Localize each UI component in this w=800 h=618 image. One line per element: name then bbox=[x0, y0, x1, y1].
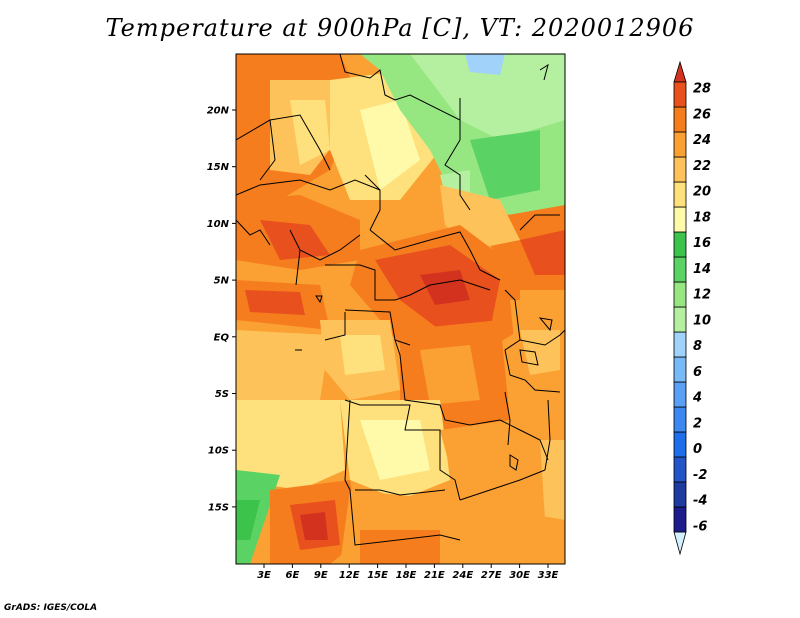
colorbar-bin bbox=[673, 481, 687, 508]
x-tick-label: 3E bbox=[257, 570, 271, 581]
x-tick-label: 30E bbox=[509, 570, 530, 581]
colorbar-label: 24 bbox=[693, 133, 711, 148]
x-tick-label: 12E bbox=[339, 570, 360, 581]
x-tick-label: 21E bbox=[424, 570, 445, 581]
credit-label: GrADS: IGES/COLA bbox=[4, 603, 98, 613]
colorbar-bin bbox=[673, 281, 687, 308]
colorbar-label: 16 bbox=[693, 236, 711, 251]
x-axis: 3E 6E 9E 12E 15E 18E 21E 24E 27E 30E 33E bbox=[257, 564, 559, 581]
colorbar-bin bbox=[673, 406, 687, 433]
colorbar-label: 2 bbox=[693, 416, 702, 431]
colorbar-bin bbox=[673, 306, 687, 333]
colorbar-label: 10 bbox=[693, 313, 711, 328]
colorbar-bin bbox=[673, 431, 687, 458]
colorbar-label: 18 bbox=[693, 210, 711, 225]
colorbar-bin bbox=[673, 131, 687, 158]
colorbar-bin bbox=[673, 381, 687, 408]
x-tick-label: 24E bbox=[452, 570, 473, 581]
y-axis: 20N 15N 10N 5N EQ 5S 10S 15S bbox=[207, 106, 236, 513]
y-tick-label: EQ bbox=[214, 332, 230, 343]
colorbar-label: 20 bbox=[693, 185, 711, 200]
colorbar-label: 28 bbox=[693, 82, 711, 97]
colorbar-label: 0 bbox=[693, 442, 702, 457]
colorbar-bin bbox=[673, 156, 687, 183]
colorbar-label: 22 bbox=[693, 159, 711, 174]
colorbar-label: -4 bbox=[693, 494, 707, 509]
y-tick-label: 15N bbox=[207, 162, 230, 173]
x-tick-label: 9E bbox=[314, 570, 328, 581]
colorbar-label: -2 bbox=[693, 468, 707, 483]
colorbar-label: 4 bbox=[692, 391, 702, 406]
y-tick-label: 5S bbox=[215, 389, 229, 400]
country-borders bbox=[236, 54, 565, 546]
colorbar-bin bbox=[673, 181, 687, 208]
y-tick-label: 10N bbox=[207, 219, 230, 230]
colorbar-label: 26 bbox=[693, 107, 711, 122]
colorbar-bin bbox=[673, 206, 687, 233]
colorbar-bin bbox=[673, 506, 687, 533]
colorbar-bin bbox=[673, 456, 687, 483]
colorbar-bin bbox=[673, 356, 687, 383]
x-tick-label: 27E bbox=[481, 570, 502, 581]
colorbar-bin bbox=[673, 81, 687, 108]
colorbar-bin bbox=[673, 331, 687, 358]
chart-title: Temperature at 900hPa [C], VT: 202001290… bbox=[105, 14, 695, 42]
colorbar-bin bbox=[673, 256, 687, 283]
colorbar-label: -6 bbox=[693, 520, 707, 535]
x-tick-label: 33E bbox=[538, 570, 559, 581]
colorbar-label: 14 bbox=[693, 262, 711, 277]
map-frame bbox=[235, 53, 566, 565]
colorbar-label: 12 bbox=[693, 288, 711, 303]
y-tick-label: 15S bbox=[208, 502, 229, 513]
y-tick-label: 5N bbox=[214, 276, 230, 287]
colorbar-bin bbox=[673, 231, 687, 258]
y-tick-label: 20N bbox=[207, 106, 230, 117]
colorbar-bottom-arrow bbox=[673, 531, 687, 556]
colorbar-top-arrow bbox=[673, 60, 687, 83]
colorbar-label: 6 bbox=[693, 365, 702, 380]
lakes bbox=[295, 295, 553, 471]
colorbar-bin bbox=[673, 106, 687, 133]
y-tick-label: 10S bbox=[208, 446, 229, 457]
temperature-field bbox=[236, 54, 565, 564]
colorbar-label: 8 bbox=[693, 339, 702, 354]
x-tick-label: 6E bbox=[286, 570, 300, 581]
x-tick-label: 18E bbox=[396, 570, 417, 581]
x-tick-label: 15E bbox=[367, 570, 388, 581]
